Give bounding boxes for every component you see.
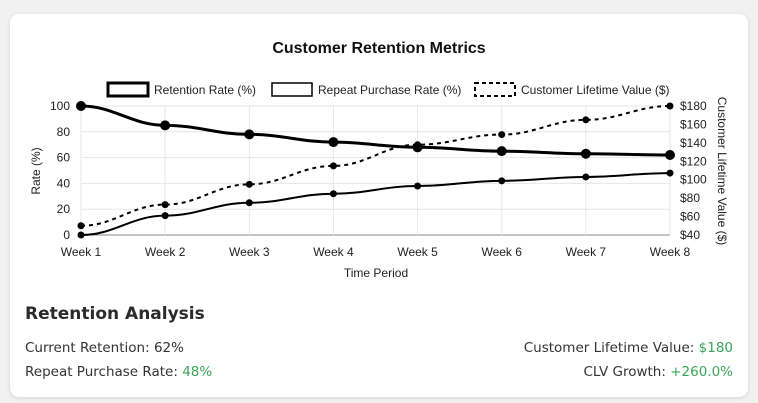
clv-value: $180: [698, 340, 733, 356]
series-point-2: [414, 141, 422, 149]
y-right-tick-label: $160: [680, 117, 707, 131]
x-tick-label: Week 5: [397, 245, 438, 259]
repeat-rate-label: Repeat Purchase Rate:: [25, 364, 183, 380]
legend-swatch: [474, 82, 516, 97]
y-right-tick-label: $140: [680, 136, 707, 150]
series-point-1: [245, 199, 253, 207]
legend-swatch: [106, 81, 150, 98]
chart-title: Customer Retention Metrics: [272, 40, 485, 57]
clv-growth-value: +260.0%: [670, 364, 733, 380]
clv-label: Customer Lifetime Value:: [523, 340, 699, 356]
series-point-2: [582, 116, 590, 124]
retention-card: Customer Retention Metrics Retention Rat…: [10, 14, 748, 397]
legend-item-0[interactable]: Retention Rate (%): [106, 81, 256, 98]
y-right-tick-label: $120: [680, 154, 707, 168]
series-point-2: [77, 222, 85, 230]
series-point-1: [329, 190, 337, 198]
repeat-rate-value: 48%: [182, 364, 213, 380]
series-point-0: [76, 101, 86, 111]
y-left-tick-label: 20: [57, 202, 71, 216]
y-left-tick-label: 60: [57, 151, 71, 165]
legend-label: Repeat Purchase Rate (%): [318, 83, 461, 97]
chart-legend[interactable]: Retention Rate (%) Repeat Purchase Rate (…: [106, 81, 670, 98]
chart-axes: 0 20 40 60 80 100 $40 $60 $80 $100 $120 $140 $160 $18…: [50, 99, 707, 259]
y-axis-right-label: Customer Lifetime Value ($): [715, 97, 729, 246]
y-right-tick-label: $180: [680, 99, 707, 113]
y-right-tick-label: $40: [680, 228, 700, 242]
series-point-0: [160, 120, 171, 131]
series-line-1: [80, 172, 671, 236]
current-retention-metric: Current Retention: 62%: [25, 340, 184, 356]
x-tick-label: Week 4: [313, 245, 354, 259]
current-retention-label: Current Retention:: [25, 340, 154, 356]
y-left-tick-label: 80: [57, 125, 71, 139]
legend-item-2[interactable]: Customer Lifetime Value ($): [474, 82, 670, 97]
x-tick-label: Week 1: [61, 245, 102, 259]
series-point-2: [666, 102, 674, 110]
y-axis-left-label: Rate (%): [29, 147, 43, 194]
series-point-1: [77, 231, 85, 239]
clv-metric: Customer Lifetime Value: $180: [524, 340, 733, 356]
repeat-rate-metric: Repeat Purchase Rate: 48%: [25, 364, 212, 380]
x-axis-label: Time Period: [344, 266, 408, 280]
x-tick-label: Week 7: [566, 245, 607, 259]
chart-series: [76, 101, 675, 239]
legend-label: Retention Rate (%): [154, 83, 256, 97]
retention-chart: Customer Retention Metrics Retention Rat…: [29, 40, 729, 280]
series-point-1: [666, 169, 674, 177]
y-left-tick-label: 0: [63, 228, 70, 242]
series-point-1: [582, 173, 590, 181]
y-right-tick-label: $100: [680, 173, 707, 187]
series-point-2: [329, 162, 337, 170]
analysis-title: Retention Analysis: [25, 304, 205, 324]
clv-growth-metric: CLV Growth: +260.0%: [584, 364, 734, 380]
series-point-2: [245, 180, 253, 188]
y-left-tick-label: 40: [57, 176, 71, 190]
y-left-tick-label: 100: [50, 99, 70, 113]
current-retention-value: 62%: [153, 340, 184, 356]
series-line-2: [80, 105, 671, 227]
series-point-0: [665, 150, 675, 161]
y-right-tick-label: $80: [680, 191, 700, 205]
series-point-0: [328, 137, 339, 148]
series-point-2: [161, 201, 169, 209]
clv-growth-label: CLV Growth:: [583, 364, 671, 380]
legend-label: Customer Lifetime Value ($): [521, 83, 670, 97]
series-point-2: [498, 131, 506, 139]
legend-item-1[interactable]: Repeat Purchase Rate (%): [271, 82, 461, 97]
x-tick-label: Week 8: [650, 245, 691, 259]
x-tick-label: Week 6: [481, 245, 522, 259]
series-point-0: [496, 146, 507, 157]
series-point-0: [244, 129, 255, 140]
x-tick-label: Week 2: [145, 245, 186, 259]
legend-swatch: [271, 82, 313, 97]
x-tick-label: Week 3: [229, 245, 270, 259]
series-point-1: [414, 182, 422, 190]
series-point-1: [498, 177, 506, 185]
series-point-0: [580, 148, 591, 159]
series-line-0: [80, 104, 671, 157]
series-point-1: [161, 212, 169, 220]
y-right-tick-label: $60: [680, 210, 700, 224]
